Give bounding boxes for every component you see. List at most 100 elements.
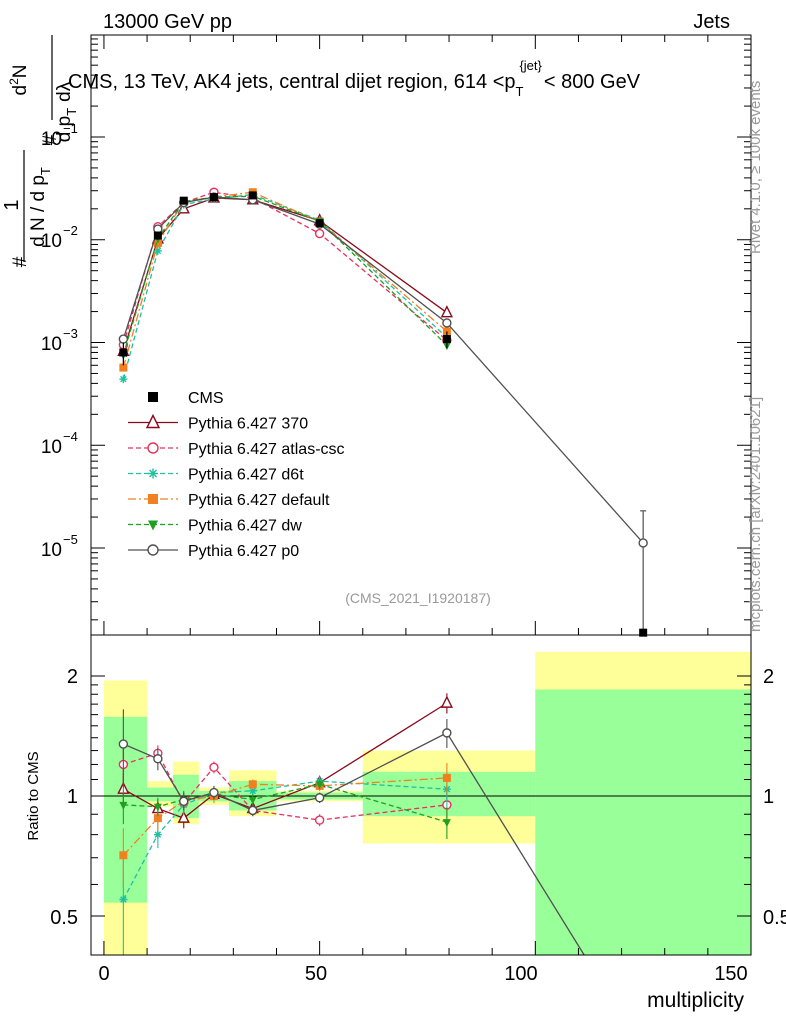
circle-marker <box>314 815 325 825</box>
triangle-down-marker <box>248 796 257 805</box>
x-tick-label: 50 <box>305 963 327 985</box>
y-label-dlambda: dλ <box>54 81 75 102</box>
header-energy-label: 13000 GeV pp <box>103 11 232 33</box>
main-y-tick-label: 10 <box>41 231 62 252</box>
circle-marker <box>147 442 159 454</box>
legend-label: Pythia 6.427 atlas-csc <box>188 441 345 458</box>
triangle-marker <box>440 695 454 708</box>
x-tick-label: 0 <box>98 963 109 985</box>
star-stroke <box>249 787 257 795</box>
main-y-tick-label: 10 <box>41 334 62 355</box>
legend-label: Pythia 6.427 dw <box>188 518 302 535</box>
main-y-tick-exponent: −3 <box>63 326 78 341</box>
ratio-y-tick-label: 1 <box>67 786 78 808</box>
main-panel-series <box>117 187 648 637</box>
square-marker <box>248 780 257 789</box>
x-tick-label: 150 <box>714 963 747 985</box>
main-y-tick-labels: 10 −1 10 −2 10 −3 10 −4 10 −5 <box>41 121 78 561</box>
square-marker <box>119 363 128 372</box>
square-marker <box>148 494 158 504</box>
square-marker <box>119 851 128 860</box>
circle-marker <box>118 334 129 344</box>
square-marker <box>209 193 218 202</box>
circle-marker <box>638 538 648 548</box>
y-label-frac2-sub: T <box>64 108 79 116</box>
analysis-id-label: (CMS_2021_I1920187) <box>345 590 491 606</box>
main-y-tick-exponent: −5 <box>63 532 78 547</box>
axis-ticks <box>91 35 752 955</box>
square-marker <box>179 196 188 205</box>
star-stroke <box>120 896 127 903</box>
y-label-frac1-den: d N / d pT <box>28 167 53 247</box>
square-marker <box>148 392 158 402</box>
square-marker <box>248 191 257 200</box>
main-series-line <box>122 196 644 544</box>
triangle-down-marker <box>315 781 324 790</box>
y-label-frac2-den: d pTdλ <box>54 81 79 142</box>
y-label-frac1-sub: T <box>38 167 53 175</box>
triangle-marker <box>177 810 190 823</box>
ratio-y-tick-label-right: 1 <box>763 786 774 808</box>
y-label-frac2-den-text: d p <box>54 116 75 142</box>
main-y-tick-label: 10 <box>41 129 62 150</box>
plot-title-suffix: < 800 GeV <box>544 71 641 93</box>
circle-marker <box>118 739 129 749</box>
mcplots-label: mcplots.cern.ch [arXiv:2401.10621] <box>747 397 764 632</box>
triangle-down-marker <box>153 803 162 812</box>
y-label-d: d <box>10 85 31 96</box>
main-y-axis-label: # 1 d N / d pT # d2N d pTdλ <box>1 35 79 267</box>
square-marker <box>315 219 324 228</box>
plot-title-prefix: CMS, 13 TeV, AK4 jets, central dijet reg… <box>68 71 516 93</box>
plot-title-sub: T <box>516 84 524 99</box>
plot-title-sup: {jet} <box>519 58 542 73</box>
plot-title: CMS, 13 TeV, AK4 jets, central dijet reg… <box>68 58 641 99</box>
main-y-tick-exponent: −4 <box>63 429 78 444</box>
y-label-one: 1 <box>1 199 23 210</box>
main-y-tick-label: 10 <box>41 540 62 561</box>
circle-marker <box>314 793 325 803</box>
plot-title-main: CMS, 13 TeV, AK4 jets, central dijet reg… <box>68 58 641 99</box>
legend-label: Pythia 6.427 d6t <box>188 467 304 484</box>
ratio-y-tick-label-right: 0.5 <box>763 907 786 929</box>
x-axis-label: multiplicity <box>647 989 744 1012</box>
legend: CMS Pythia 6.427 370 Pythia 6.427 atlas-cs… <box>128 390 345 560</box>
circle-marker <box>147 544 159 556</box>
main-y-tick-exponent: −1 <box>63 121 78 136</box>
ratio-y-tick-label: 2 <box>67 666 78 688</box>
ratio-y-tick-label: 0.5 <box>50 907 78 929</box>
y-label-frac1-den-text: d N / d p <box>28 175 49 247</box>
ratio-series-line <box>123 732 585 956</box>
triangle-marker <box>145 413 161 429</box>
circle-marker <box>314 228 325 239</box>
green-band <box>147 787 173 802</box>
ratio-y-axis-label: Ratio to CMS <box>25 751 42 840</box>
circle-marker <box>248 805 258 816</box>
rivet-version-label: Rivet 4.1.0, ≥ 100k events <box>747 81 764 254</box>
circle-marker <box>209 762 219 773</box>
star-marker <box>119 375 128 384</box>
ratio-panel-series <box>117 693 585 956</box>
star-stroke <box>154 831 162 838</box>
ratio-uncertainty-bands <box>103 651 751 955</box>
star-marker <box>148 468 158 479</box>
square-marker <box>153 231 162 240</box>
square-marker <box>639 628 648 637</box>
y-label-d2n: d2N <box>7 65 31 96</box>
y-label-hash2: # <box>40 134 61 145</box>
ratio-y-tick-labels: 2 1 0.5 2 1 0.5 <box>50 666 786 929</box>
square-marker <box>442 773 451 782</box>
star-marker <box>153 830 162 839</box>
legend-label: CMS <box>188 390 224 407</box>
header-jets-label: Jets <box>693 11 730 33</box>
legend-label: Pythia 6.427 default <box>188 492 330 509</box>
ratio-y-tick-label-right: 2 <box>763 666 774 688</box>
triangle-marker <box>440 305 454 318</box>
triangle-down-marker <box>148 520 158 531</box>
square-marker <box>442 335 451 344</box>
legend-label: Pythia 6.427 370 <box>188 416 308 433</box>
circle-marker <box>442 318 452 328</box>
legend-label: Pythia 6.427 p0 <box>188 543 299 560</box>
green-band <box>535 689 751 955</box>
circle-marker <box>442 728 452 738</box>
